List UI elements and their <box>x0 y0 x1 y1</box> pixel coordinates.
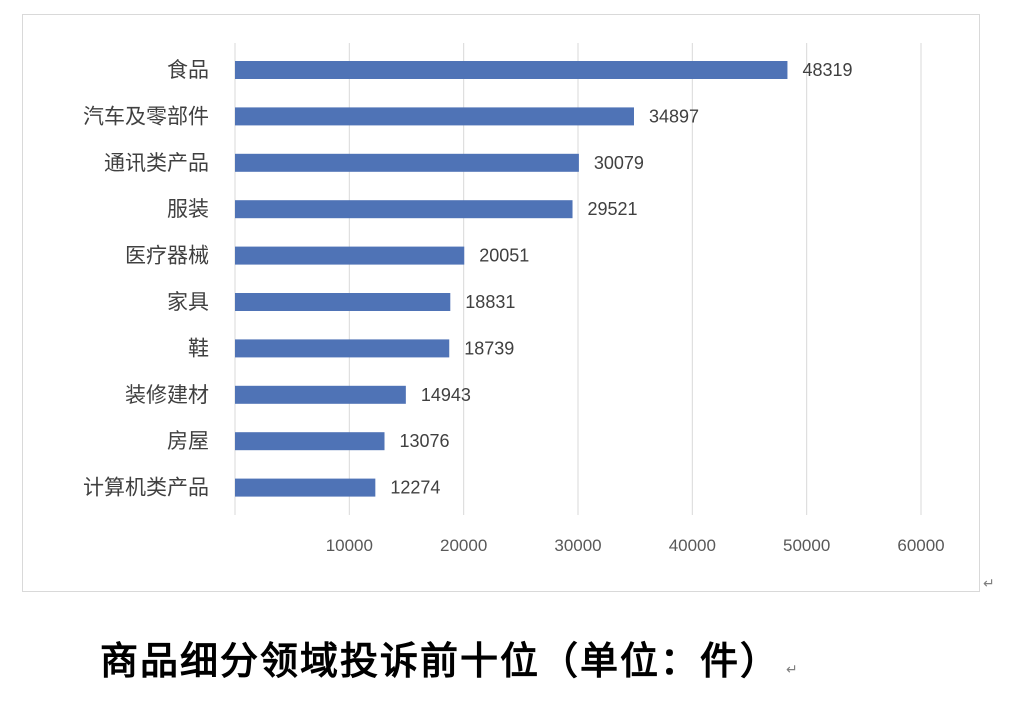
bar <box>235 339 450 358</box>
x-tick-label: 50000 <box>783 536 830 555</box>
bar-chart: 10000 20000 30000 40000 50000 60000 食品 48319 汽车及… <box>83 43 945 555</box>
x-tick-label: 20000 <box>440 536 487 555</box>
category-label: 装修建材 <box>125 383 209 407</box>
data-label: 18831 <box>465 292 515 312</box>
category-label: 医疗器械 <box>125 244 209 268</box>
x-tick-label: 10000 <box>326 536 373 555</box>
category-label: 鞋 <box>188 336 209 360</box>
data-label: 13076 <box>400 431 450 451</box>
category-label: 食品 <box>167 58 209 82</box>
data-label: 18739 <box>464 338 514 358</box>
chart-caption: 商品细分领域投诉前十位（单位：件） ↵ <box>100 630 798 685</box>
data-label: 48319 <box>802 60 852 80</box>
data-label: 14943 <box>421 385 471 405</box>
category-label: 房屋 <box>167 429 209 453</box>
category-label: 汽车及零部件 <box>83 104 209 128</box>
caption-paragraph-mark: ↵ <box>786 662 800 678</box>
x-tick-label: 60000 <box>897 536 944 555</box>
data-label: 12274 <box>390 478 440 498</box>
category-label: 通讯类产品 <box>104 151 209 175</box>
category-label: 服装 <box>167 197 209 221</box>
data-label: 34897 <box>649 106 699 126</box>
category-label: 家具 <box>167 290 209 314</box>
data-label: 29521 <box>588 199 638 219</box>
bar <box>235 153 579 172</box>
bar <box>235 200 573 219</box>
bar <box>235 246 465 265</box>
caption-text: 商品细分领域投诉前十位（单位：件） <box>100 639 781 683</box>
x-tick-label: 40000 <box>669 536 716 555</box>
bar <box>235 432 385 451</box>
x-tick-label: 30000 <box>554 536 601 555</box>
bar <box>235 107 634 126</box>
bar <box>235 478 376 497</box>
data-label: 30079 <box>594 153 644 173</box>
category-label: 计算机类产品 <box>83 476 209 500</box>
bar <box>235 385 406 404</box>
bar <box>235 293 451 311</box>
chart-paragraph-mark: ↵ <box>983 576 995 592</box>
chart-frame: 10000 20000 30000 40000 50000 60000 食品 48319 汽车及… <box>22 14 980 592</box>
bar <box>235 61 788 79</box>
data-label: 20051 <box>479 246 529 266</box>
